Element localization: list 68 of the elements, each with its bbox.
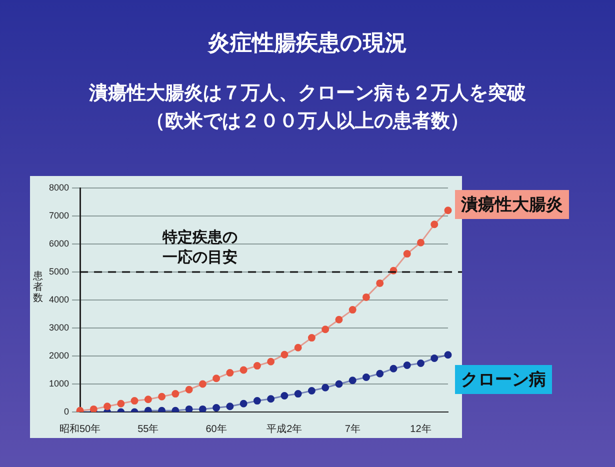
point xyxy=(212,404,220,412)
point xyxy=(185,386,193,394)
point xyxy=(294,344,302,352)
point xyxy=(403,361,411,369)
point xyxy=(335,380,343,388)
point xyxy=(335,316,343,324)
point xyxy=(226,402,234,410)
point xyxy=(253,397,261,405)
series-label: クローン病 xyxy=(455,365,552,394)
point xyxy=(280,350,288,358)
y-axis-title: 患者数 xyxy=(33,271,44,304)
point xyxy=(158,392,166,400)
point xyxy=(240,366,248,374)
x-tick-label: 60年 xyxy=(206,422,227,435)
x-tick-label: 12年 xyxy=(410,422,432,435)
point xyxy=(444,351,452,359)
point xyxy=(322,384,330,392)
y-tick-label: 4000 xyxy=(48,294,70,304)
point xyxy=(198,380,206,388)
point xyxy=(376,279,384,287)
point xyxy=(267,395,275,403)
point xyxy=(348,306,356,314)
point xyxy=(348,376,356,384)
series-label: 潰瘍性大腸炎 xyxy=(455,190,569,219)
point xyxy=(308,386,316,394)
point xyxy=(198,405,206,412)
y-tick-label: 8000 xyxy=(48,182,70,192)
point xyxy=(430,220,438,228)
point xyxy=(403,250,411,258)
point xyxy=(376,370,384,378)
point xyxy=(253,362,261,370)
point xyxy=(416,238,424,246)
point xyxy=(267,358,275,366)
chart-title: 炎症性腸疾患の現況 xyxy=(206,30,408,58)
point xyxy=(294,390,302,398)
point xyxy=(104,402,112,410)
point xyxy=(322,326,330,334)
ref-line-label: 特定疾患の一応の目安 xyxy=(162,228,238,266)
y-tick-label: 0 xyxy=(64,406,70,416)
chart-subtitle: 潰瘍性大腸炎は７万人、クローン病も２万人を突破 xyxy=(88,81,527,106)
point xyxy=(444,206,452,214)
point xyxy=(172,390,180,398)
point xyxy=(362,374,370,382)
x-tick-label: 55年 xyxy=(138,422,159,435)
point xyxy=(280,392,288,400)
point xyxy=(240,400,248,408)
x-tick-label: 昭和50年 xyxy=(59,422,101,435)
point xyxy=(390,364,398,372)
y-tick-label: 6000 xyxy=(48,238,70,248)
x-tick-label: 7年 xyxy=(344,422,360,435)
point xyxy=(117,400,125,408)
point xyxy=(90,405,98,412)
point xyxy=(362,293,370,301)
y-tick-label: 5000 xyxy=(48,266,70,276)
y-tick-label: 2000 xyxy=(48,350,70,360)
point xyxy=(308,334,316,342)
point xyxy=(212,374,220,382)
x-tick-label: 平成2年 xyxy=(266,422,302,435)
y-tick-label: 7000 xyxy=(48,210,70,220)
point xyxy=(416,360,424,368)
point xyxy=(130,397,138,405)
y-tick-label: 3000 xyxy=(48,322,70,332)
point xyxy=(185,405,193,412)
point xyxy=(226,369,234,377)
point xyxy=(144,396,152,404)
point xyxy=(430,354,438,362)
y-tick-label: 1000 xyxy=(48,378,70,388)
text: （欧米では２００万人以上の患者数） xyxy=(145,109,470,134)
